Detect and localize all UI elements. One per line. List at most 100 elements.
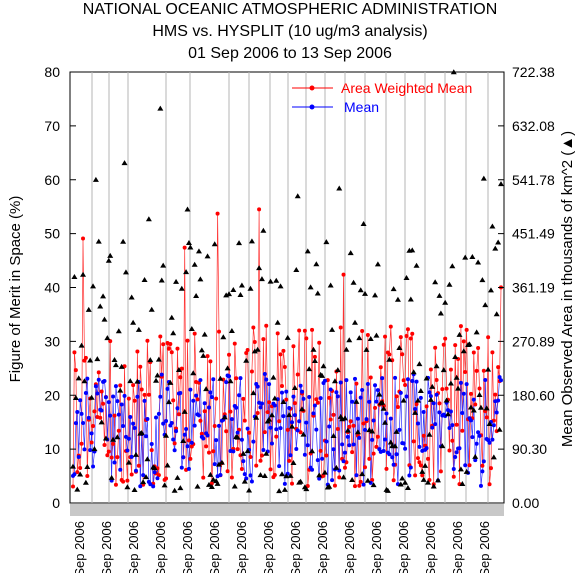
point-mean xyxy=(297,419,302,424)
point-mean xyxy=(214,438,219,443)
point-mean-observed-area xyxy=(364,477,371,483)
point-mean xyxy=(113,384,118,389)
point-mean-observed-area xyxy=(437,310,444,316)
point-mean-observed-area xyxy=(134,378,141,384)
point-mean xyxy=(461,391,466,396)
point-mean-observed-area xyxy=(336,185,343,191)
point-mean-observed-area xyxy=(309,448,316,454)
point-mean-observed-area xyxy=(218,459,225,465)
point-mean-observed-area xyxy=(273,277,280,283)
point-mean-observed-area xyxy=(327,282,334,288)
point-mean xyxy=(341,459,346,464)
point-area-weighted-mean xyxy=(282,364,287,369)
point-mean xyxy=(138,484,143,489)
point-mean-observed-area xyxy=(446,281,453,287)
point-area-weighted-mean xyxy=(78,465,83,470)
point-mean xyxy=(387,452,392,457)
point-mean xyxy=(473,458,478,463)
point-mean-observed-area xyxy=(472,453,479,459)
point-area-weighted-mean xyxy=(371,451,376,456)
point-mean-observed-area xyxy=(277,283,284,289)
point-mean xyxy=(158,394,163,399)
point-mean-observed-area xyxy=(251,348,258,354)
point-area-weighted-mean xyxy=(106,449,111,454)
point-area-weighted-mean xyxy=(410,331,415,336)
point-mean xyxy=(470,435,475,440)
point-mean-observed-area xyxy=(165,399,172,405)
point-mean xyxy=(413,407,418,412)
point-mean xyxy=(125,448,130,453)
point-area-weighted-mean xyxy=(205,354,210,359)
point-area-weighted-mean xyxy=(318,448,323,453)
point-mean-observed-area xyxy=(108,474,115,480)
point-area-weighted-mean xyxy=(75,470,80,475)
point-area-weighted-mean xyxy=(341,272,346,277)
point-mean xyxy=(315,458,320,463)
point-mean xyxy=(418,395,423,400)
chart-title-line-2: HMS vs. HYSPLIT (10 ug/m3 analysis) xyxy=(152,23,427,40)
point-mean-observed-area xyxy=(320,363,327,369)
point-area-weighted-mean xyxy=(437,401,442,406)
point-area-weighted-mean xyxy=(277,419,282,424)
point-mean-observed-area xyxy=(473,329,480,335)
point-mean-observed-area xyxy=(370,482,377,488)
point-area-weighted-mean xyxy=(138,364,143,369)
y-tick-label: 50 xyxy=(44,226,60,242)
point-mean xyxy=(407,473,412,478)
point-area-weighted-mean xyxy=(242,418,247,423)
plot-area xyxy=(69,69,505,516)
point-mean xyxy=(487,440,492,445)
point-area-weighted-mean xyxy=(272,472,277,477)
point-mean xyxy=(93,384,98,389)
point-mean-observed-area xyxy=(323,239,330,245)
point-mean xyxy=(156,411,161,416)
point-area-weighted-mean xyxy=(383,334,388,339)
x-tick-label: Sep 2006 xyxy=(99,521,114,573)
point-mean xyxy=(358,395,363,400)
point-mean xyxy=(103,395,108,400)
legend-label-area-weighted-mean: Area Weighted Mean xyxy=(341,80,472,96)
point-area-weighted-mean xyxy=(317,340,322,345)
point-area-weighted-mean xyxy=(468,391,473,396)
x-tick-label: Sep 2006 xyxy=(207,521,222,573)
point-mean xyxy=(344,378,349,383)
point-area-weighted-mean xyxy=(206,450,211,455)
point-mean-observed-area xyxy=(369,428,376,434)
point-mean xyxy=(460,410,465,415)
point-area-weighted-mean xyxy=(328,417,333,422)
point-mean xyxy=(463,463,468,468)
point-mean-observed-area xyxy=(228,328,235,334)
point-area-weighted-mean xyxy=(335,426,340,431)
point-area-weighted-mean xyxy=(168,341,173,346)
point-area-weighted-mean xyxy=(421,433,426,438)
point-mean-observed-area xyxy=(197,276,204,282)
point-mean xyxy=(201,436,206,441)
point-mean-observed-area xyxy=(204,253,211,259)
point-mean-observed-area xyxy=(253,414,260,420)
point-mean xyxy=(374,399,379,404)
point-area-weighted-mean xyxy=(224,429,229,434)
point-mean xyxy=(310,467,315,472)
point-mean xyxy=(192,423,197,428)
point-area-weighted-mean xyxy=(214,396,219,401)
point-mean xyxy=(175,406,180,411)
point-area-weighted-mean xyxy=(71,484,75,489)
point-mean-observed-area xyxy=(424,479,431,485)
point-area-weighted-mean xyxy=(481,368,486,373)
point-mean xyxy=(189,440,194,445)
point-mean-observed-area xyxy=(157,105,164,111)
point-area-weighted-mean xyxy=(265,410,270,415)
point-mean-observed-area xyxy=(281,486,288,492)
point-mean-observed-area xyxy=(97,303,104,309)
point-mean-observed-area xyxy=(310,346,317,352)
point-mean xyxy=(302,452,307,457)
point-area-weighted-mean xyxy=(348,419,353,424)
point-area-weighted-mean xyxy=(352,484,357,489)
point-mean xyxy=(415,421,420,426)
point-mean xyxy=(274,427,279,432)
point-area-weighted-mean xyxy=(195,397,200,402)
point-mean-observed-area xyxy=(141,277,148,283)
point-mean-observed-area xyxy=(117,387,124,393)
point-mean-observed-area xyxy=(266,416,273,422)
point-area-weighted-mean xyxy=(414,402,419,407)
